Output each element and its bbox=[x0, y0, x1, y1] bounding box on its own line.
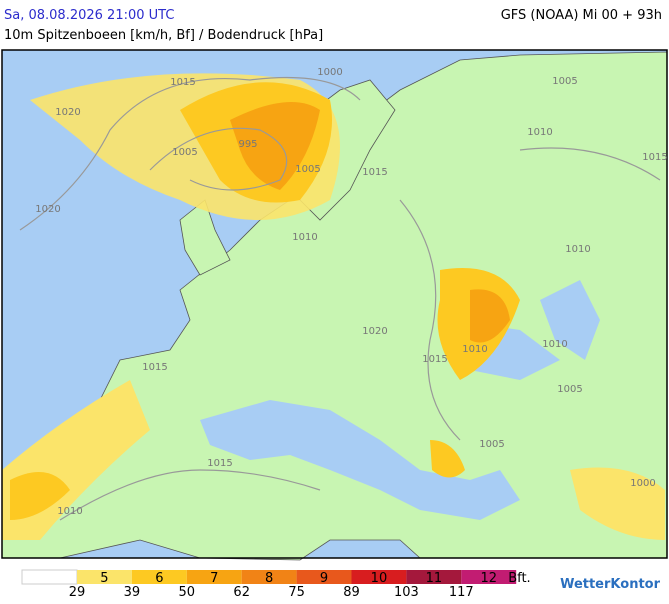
legend-threshold: 39 bbox=[124, 585, 141, 600]
legend-box bbox=[77, 570, 132, 584]
isobar-label: 1005 bbox=[295, 164, 320, 175]
legend-calm-box bbox=[21, 569, 78, 585]
legend-box bbox=[186, 570, 242, 584]
legend-bft-label: 6 bbox=[155, 571, 163, 586]
legend-threshold: 89 bbox=[343, 585, 360, 600]
legend-box bbox=[351, 570, 407, 584]
legend-box bbox=[461, 570, 517, 584]
isobar-label: 1020 bbox=[55, 107, 80, 118]
isobar-label: 1015 bbox=[422, 354, 447, 365]
isobar-label: 995 bbox=[238, 139, 257, 150]
isobar-label: 1015 bbox=[142, 362, 167, 373]
isobar-label: 1005 bbox=[557, 384, 582, 395]
isobar-label: 1010 bbox=[565, 244, 590, 255]
legend-unit: Bft. bbox=[508, 571, 531, 586]
legend-bft-label: 5 bbox=[100, 571, 108, 586]
isobar-label: 1000 bbox=[317, 67, 342, 78]
isobar-label: 1010 bbox=[542, 339, 567, 350]
isobar-label: 1000 bbox=[630, 478, 655, 489]
legend: 5 6 7 8 9 10 11 12 Bft.29 39 50 62 75 89 103 117 bbox=[21, 569, 531, 600]
isobar-label: 1010 bbox=[527, 127, 552, 138]
legend-box bbox=[296, 570, 352, 584]
legend-threshold: 62 bbox=[233, 585, 250, 600]
isobar-label: 1020 bbox=[362, 326, 387, 337]
isobar-label: 1010 bbox=[57, 506, 82, 517]
legend-threshold: 103 bbox=[394, 585, 419, 600]
legend-box bbox=[131, 570, 187, 584]
legend-box bbox=[241, 570, 297, 584]
legend-threshold: 50 bbox=[179, 585, 196, 600]
isobar-label: 1015 bbox=[362, 167, 387, 178]
map bbox=[1, 49, 668, 561]
legend-bft-label: 7 bbox=[210, 571, 218, 586]
subtitle: 10m Spitzenboeen [km/h, Bf] / Bodendruck… bbox=[4, 28, 323, 43]
legend-threshold: 75 bbox=[288, 585, 305, 600]
isobar-label: 1015 bbox=[642, 152, 667, 163]
legend-threshold: 117 bbox=[449, 585, 474, 600]
isobar-labels: 1015 1020 1005 995 1000 1005 1015 1020 1010 1005 1… bbox=[35, 67, 667, 517]
legend-bft-label: 9 bbox=[320, 571, 328, 586]
legend-bft-label: 8 bbox=[265, 571, 273, 586]
legend-bft-label: 10 bbox=[371, 571, 388, 586]
legend-bft-label: 12 bbox=[480, 571, 497, 586]
isobar-label: 1010 bbox=[292, 232, 317, 243]
logo: WetterKontor bbox=[560, 577, 661, 592]
isobar-label: 1010 bbox=[462, 344, 487, 355]
legend-threshold: 29 bbox=[69, 585, 86, 600]
isobar-label: 1005 bbox=[479, 439, 504, 450]
legend-box bbox=[406, 570, 462, 584]
datetime: Sa, 08.08.2026 21:00 UTC bbox=[4, 8, 174, 23]
model-run: GFS (NOAA) Mi 00 + 93h bbox=[501, 8, 662, 23]
legend-bft-label: 11 bbox=[426, 571, 443, 586]
isobar-label: 1005 bbox=[552, 76, 577, 87]
isobar-label: 1020 bbox=[35, 204, 60, 215]
isobar-label: 1005 bbox=[172, 147, 197, 158]
isobar-label: 1015 bbox=[170, 77, 195, 88]
isobar-label: 1015 bbox=[207, 458, 232, 469]
